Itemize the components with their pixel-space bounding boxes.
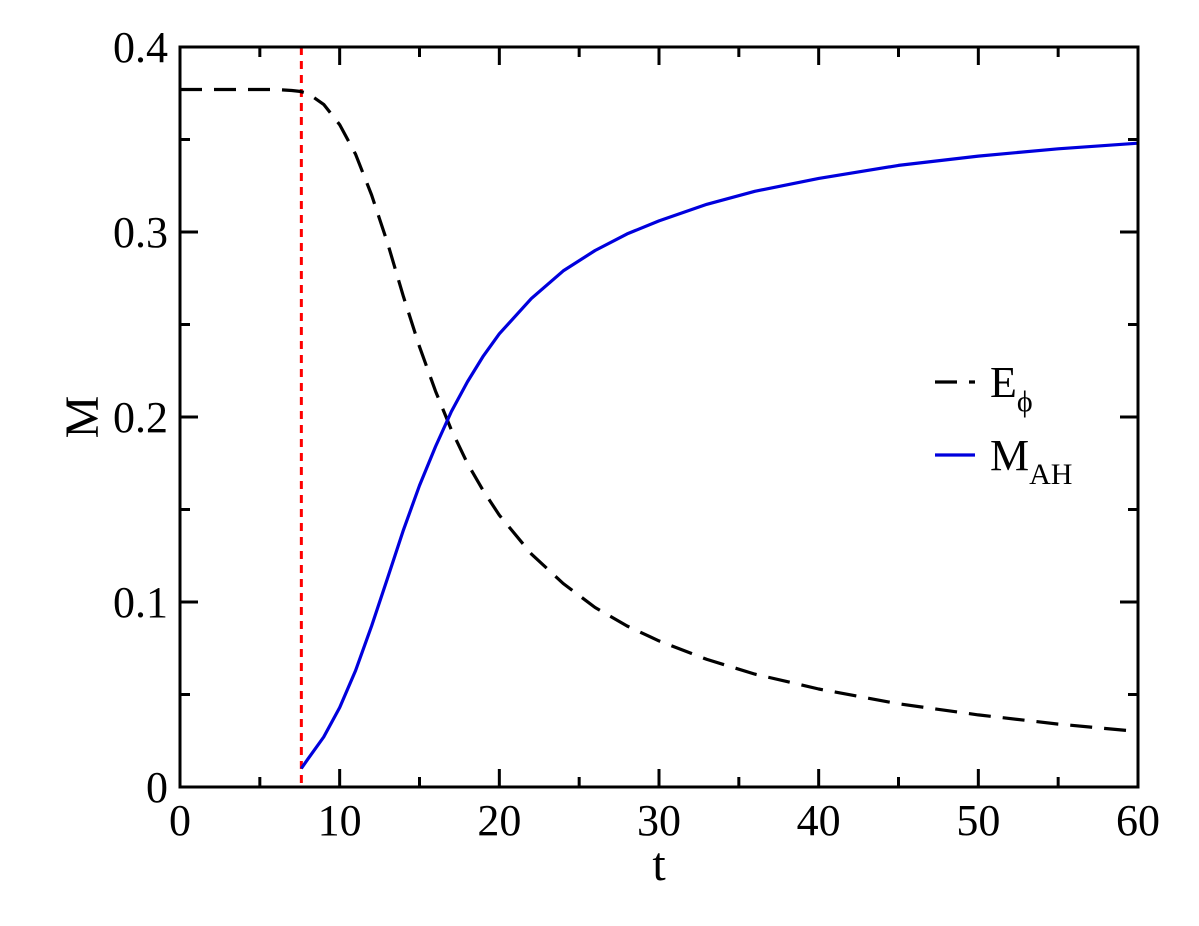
legend-label-main: E <box>990 358 1017 407</box>
plot-area <box>180 47 1138 787</box>
y-tick-label: 0.3 <box>113 208 168 257</box>
x-tick-label: 50 <box>956 796 1000 845</box>
y-tick-label: 0.2 <box>113 393 168 442</box>
legend-label-main: M <box>990 431 1029 480</box>
x-tick-label: 30 <box>637 796 681 845</box>
series-line-m-ah <box>299 141 1138 770</box>
legend-label-m-ah: MAH <box>990 431 1072 491</box>
plot-frame <box>178 45 1140 789</box>
y-tick-label: 0.4 <box>113 23 168 72</box>
axes: 0 10 20 30 40 50 60 0 0.1 0.2 0.3 0.4 t M <box>56 23 1160 891</box>
x-tick-label: 40 <box>797 796 841 845</box>
series-line-e-phi <box>180 87 1138 734</box>
x-tick-label: 10 <box>318 796 362 845</box>
x-tick-label: 0 <box>169 796 191 845</box>
x-tick-label: 20 <box>477 796 521 845</box>
y-axis-title: M <box>56 396 109 439</box>
y-tick-label: 0 <box>146 763 168 812</box>
legend-label-subscript: ϕ <box>1017 385 1033 418</box>
legend-label-e-phi: Eϕ <box>990 358 1033 418</box>
x-axis-title: t <box>652 838 666 891</box>
plot-marks <box>180 47 1138 787</box>
y-tick-label: 0.1 <box>113 578 168 627</box>
legend-label-subscript: AH <box>1029 458 1072 491</box>
x-tick-label: 60 <box>1116 796 1160 845</box>
